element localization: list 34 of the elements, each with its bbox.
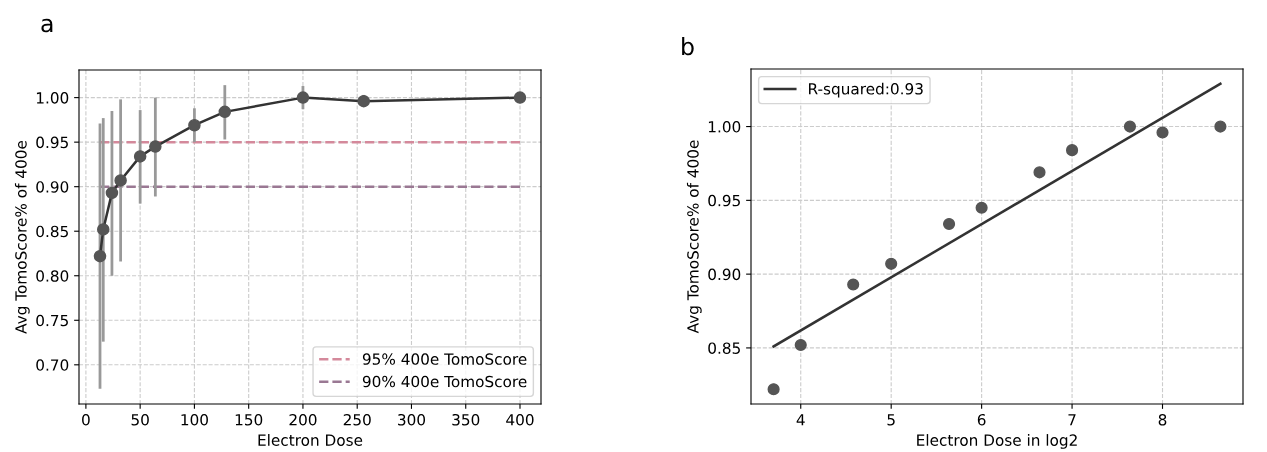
legend-label: 90% 400e TomoScore: [362, 375, 527, 388]
x-axis-title: Electron Dose in log2: [917, 434, 1077, 449]
x-tick-label: 4: [796, 414, 805, 426]
x-axis-title: Electron Dose: [258, 434, 363, 446]
x-tick-label: 150: [235, 413, 263, 426]
y-tick-label: 1.00: [708, 121, 741, 133]
x-tick-label: 100: [181, 413, 208, 426]
text: a: [41, 18, 53, 33]
y-axis-title: Avg TomoScore% of 400e: [686, 140, 702, 334]
legend-label: R-squared:0.93: [809, 82, 923, 98]
y-tick-label: 0.95: [36, 136, 68, 149]
y-tick-label: 0.95: [708, 194, 740, 207]
y-tick-label: 0.85: [36, 225, 68, 238]
y-tick-label: 0.90: [36, 181, 69, 193]
x-tick-label: 7: [1068, 414, 1076, 426]
y-axis-title: Avg TomoScore% of 400e: [14, 140, 30, 334]
x-tick-label: 350: [452, 413, 480, 426]
x-tick-label: 6: [977, 413, 986, 426]
x-tick-label: 50: [131, 413, 149, 426]
y-tick-label: 1.00: [36, 92, 69, 104]
y-tick-label: 0.70: [36, 359, 69, 371]
x-tick-label: 0: [82, 413, 90, 426]
y-tick-label: 0.85: [708, 342, 740, 354]
x-tick-label: 200: [289, 413, 317, 426]
y-tick-label: 0.75: [36, 314, 68, 327]
legend-label: 95% 400e TomoScore: [362, 353, 527, 365]
text: b: [682, 37, 694, 56]
x-tick-label: 8: [1158, 413, 1167, 426]
x-tick-label: 5: [887, 414, 895, 426]
x-tick-label: 250: [343, 413, 371, 426]
y-tick-label: 0.90: [708, 268, 741, 281]
y-tick-label: 0.80: [36, 270, 69, 282]
x-tick-label: 400: [506, 413, 534, 426]
x-tick-label: 300: [398, 413, 426, 426]
